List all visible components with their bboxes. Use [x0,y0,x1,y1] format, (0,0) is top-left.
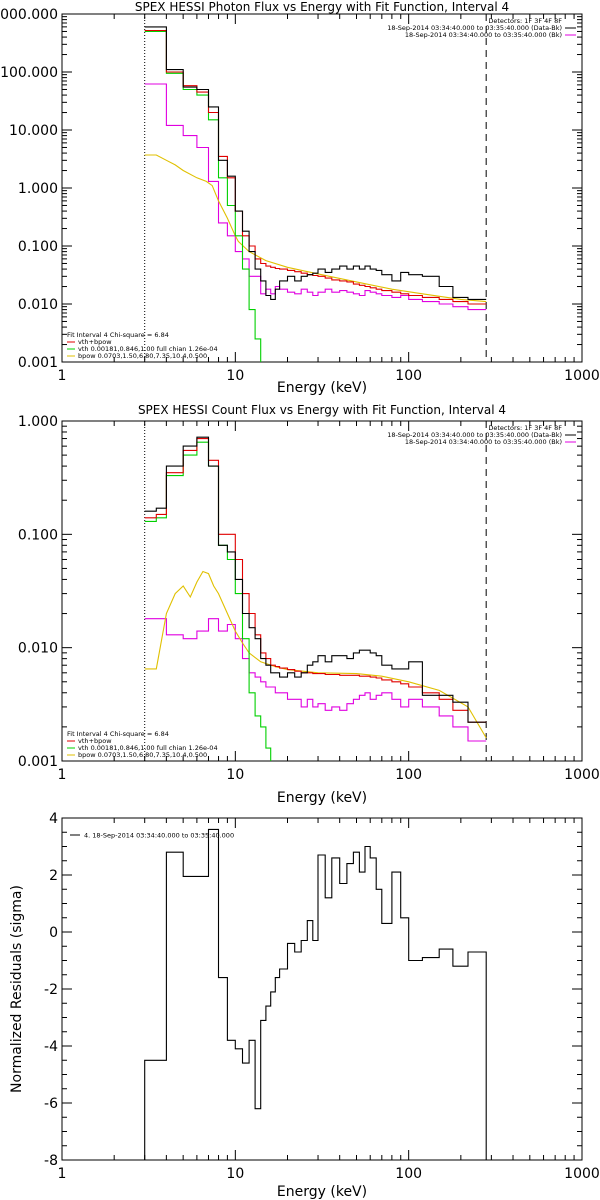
series-model-bk-line [144,83,487,311]
series-bpow-line [144,154,487,303]
x-tick-label: 1 [58,767,67,783]
x-tick-label: 10 [226,368,244,384]
x-tick-label: 1000 [564,368,600,384]
y-axis-label: Normalized Residuals (sigma) [9,885,25,1093]
x-tick-label: 1000 [564,1166,600,1182]
y-tick-label: 0.100 [18,239,58,255]
legend-entry: vth 0.00181,0.846,1.00 full chian 1.26e-… [78,345,218,353]
y-tick-label: 0.100 [18,527,58,543]
y-tick-label: 0.001 [18,754,58,770]
info-line: 18-Sep-2014 03:34:40.000 to 03:35:40.000… [387,431,562,439]
chart-title: SPEX HESSI Count Flux vs Energy with Fit… [138,403,506,417]
y-tick-label: 2 [49,868,58,884]
y-tick-label: 0.010 [18,297,58,313]
series-total-line [144,438,487,723]
legend-entry: vth+bpow [78,737,112,745]
legend-entry: bpow 0.0703,1.50,6.80,7.35,10.4,0.500 [78,751,207,759]
info-line: 18-Sep-2014 03:34:40.000 to 03:35:40.000… [405,438,562,446]
y-tick-label: 1.000 [18,181,58,197]
info-line: Detectors: 1F 3F 4F 8F [488,17,562,25]
legend-entry: Fit Interval 4 Chi-square = 6.84 [67,331,169,339]
legend-entry: Fit Interval 4 Chi-square = 6.84 [67,730,169,738]
plot-frame [61,420,583,762]
x-axis-label: Energy (keV) [277,790,367,806]
x-tick-label: 10 [226,1166,244,1182]
y-tick-label: 0 [49,925,58,941]
series-bpow-line [144,570,487,739]
series-vth-line [144,30,262,362]
x-tick-label: 10 [226,767,244,783]
legend-entry: vth 0.00181,0.846,1.00 full chian 1.26e-… [78,744,218,752]
y-tick-label: 10.000 [9,123,58,139]
plot-frame [61,817,583,1161]
series-data-line [144,436,487,723]
y-tick-label: 4 [49,811,58,827]
x-tick-label: 100 [395,767,422,783]
chart-title: SPEX HESSI Photon Flux vs Energy with Fi… [135,0,509,14]
legend-entry: bpow 0.0703,1.50,6.80,7.35,10.4,0.500 [78,352,207,360]
info-line: 18-Sep-2014 03:34:40.000 to 03:35:40.000… [405,31,562,39]
series-data-line [144,828,487,1160]
photon-flux-chart: 1 10 100 1000 1000.000 100.000 10.000 1.000 0.10… [0,0,600,396]
y-tick-label: -2 [44,982,58,998]
plot-frame [61,13,583,363]
series-vth-line [144,441,272,761]
x-axis-label: Energy (keV) [277,1184,367,1200]
series-model-bk-line [144,618,487,742]
y-tick-label: 1.000 [18,414,58,430]
y-tick-label: -6 [44,1096,58,1112]
x-tick-label: 1000 [564,767,600,783]
y-tick-label: 1000.000 [0,7,58,23]
x-tick-label: 1 [58,1166,67,1182]
x-tick-label: 100 [395,1166,422,1182]
y-tick-label: 0.001 [18,355,58,371]
series-total-line [144,29,487,305]
legend-entry: 4. 18-Sep-2014 03:34:40.000 to 03:35:40.… [84,832,234,840]
residuals-chart: 1 10 100 1000 4 2 0 -2 -4 -6 -8 Energy (keV) Normali… [9,811,600,1200]
y-tick-label: -4 [44,1039,58,1055]
legend-entry: vth+bpow [78,338,112,346]
y-tick-label: 100.000 [0,65,58,81]
y-tick-label: 0.010 [18,641,58,657]
info-line: Detectors: 1F 3F 4F 8F [488,424,562,432]
series-data-line [144,26,487,300]
info-line: 18-Sep-2014 03:34:40.000 to 03:35:40.000… [387,24,562,32]
y-tick-label: -8 [44,1153,58,1169]
x-tick-label: 1 [58,368,67,384]
count-flux-chart: 1 10 100 1000 1.000 0.100 0.010 0.001 SPEX HESSI… [18,403,600,806]
x-tick-label: 100 [395,368,422,384]
x-axis-label: Energy (keV) [277,380,367,396]
